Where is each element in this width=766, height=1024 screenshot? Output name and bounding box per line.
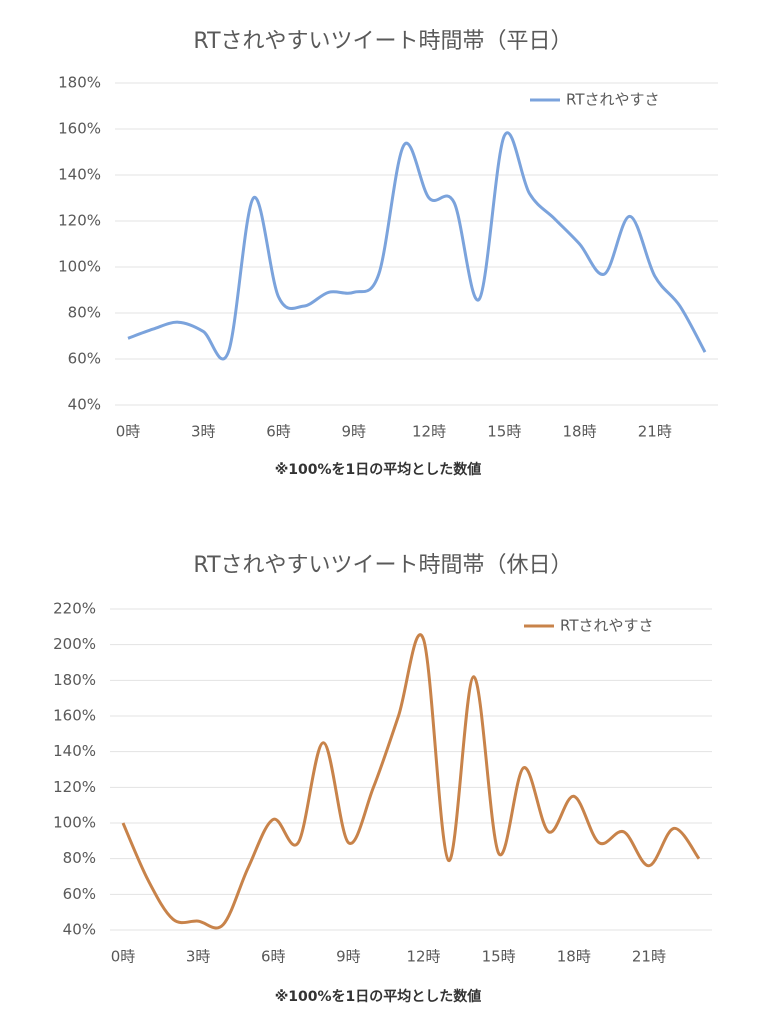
x-tick-label: 21時 xyxy=(632,948,666,966)
y-tick-label: 100% xyxy=(58,258,101,276)
legend-label: RTされやすさ xyxy=(566,91,660,109)
x-tick-label: 18時 xyxy=(557,948,591,966)
y-tick-label: 140% xyxy=(53,742,96,760)
y-tick-label: 120% xyxy=(53,778,96,796)
y-tick-label: 40% xyxy=(68,396,101,414)
x-tick-label: 12時 xyxy=(406,948,440,966)
note: ※100%を1日の平均とした数値 xyxy=(275,461,482,478)
y-tick-label: 80% xyxy=(68,304,101,322)
x-tick-label: 15時 xyxy=(487,423,521,441)
y-tick-label: 160% xyxy=(58,120,101,138)
x-tick-label: 12時 xyxy=(412,423,446,441)
y-tick-label: 200% xyxy=(53,635,96,653)
y-tick-label: 120% xyxy=(58,212,101,230)
x-tick-label: 21時 xyxy=(638,423,672,441)
x-tick-label: 6時 xyxy=(261,948,286,966)
y-tick-label: 40% xyxy=(63,921,96,939)
chart-title: RTされやすいツイート時間帯（休日） xyxy=(193,553,572,578)
x-tick-label: 18時 xyxy=(563,423,597,441)
y-tick-label: 140% xyxy=(58,166,101,184)
x-tick-label: 0時 xyxy=(116,423,141,441)
y-tick-label: 180% xyxy=(58,74,101,92)
x-tick-label: 3時 xyxy=(191,423,216,441)
y-tick-label: 80% xyxy=(63,849,96,867)
series-line xyxy=(127,131,707,361)
y-tick-label: 60% xyxy=(68,350,101,368)
x-tick-label: 9時 xyxy=(336,948,361,966)
x-tick-label: 6時 xyxy=(266,423,291,441)
x-tick-label: 9時 xyxy=(342,423,367,441)
y-tick-label: 60% xyxy=(63,885,96,903)
x-tick-label: 15時 xyxy=(482,948,516,966)
x-tick-label: 0時 xyxy=(111,948,136,966)
y-tick-label: 100% xyxy=(53,814,96,832)
y-tick-label: 160% xyxy=(53,707,96,725)
chart-title: RTされやすいツイート時間帯（平日） xyxy=(193,29,572,54)
note: ※100%を1日の平均とした数値 xyxy=(275,988,482,1005)
y-tick-label: 180% xyxy=(53,671,96,689)
legend-label: RTされやすさ xyxy=(560,617,654,635)
series-line xyxy=(121,633,701,930)
y-tick-label: 220% xyxy=(53,600,96,618)
x-tick-label: 3時 xyxy=(186,948,211,966)
